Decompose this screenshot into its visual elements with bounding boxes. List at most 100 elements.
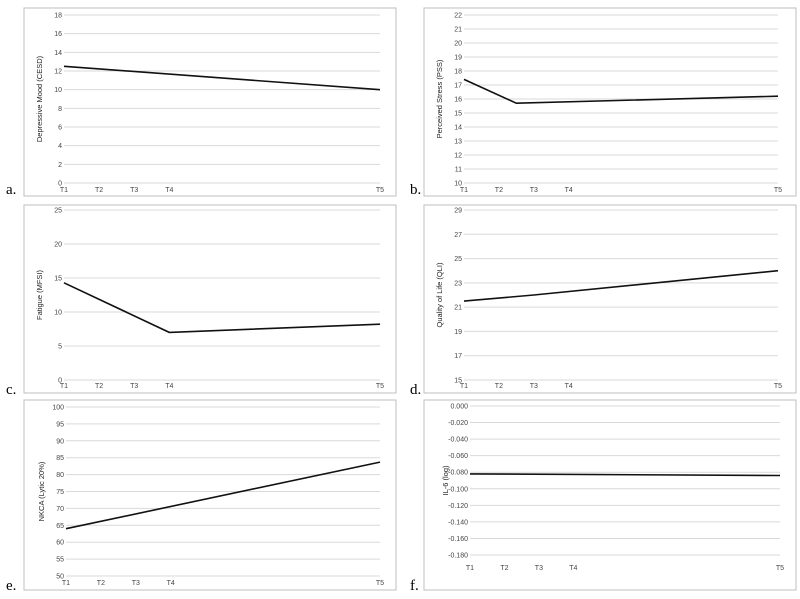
plot-frame	[423, 7, 797, 197]
chart-panel-e: 50 55 60 65 70 75 80 85 90 95 100 T1 T2 T3 T4 T5 NKCA (L…	[0, 399, 400, 599]
series-line	[63, 282, 381, 334]
y-axis-label: IL-6 (log)	[441, 465, 450, 496]
plot-frame	[23, 399, 397, 591]
y-tick-label: 14	[54, 50, 62, 57]
x-tick-label: T4	[165, 383, 173, 390]
y-tick-label: 0	[58, 378, 62, 385]
y-tick-label: 27	[454, 232, 462, 239]
chart-panel-f: 0.000 -0.020 -0.040 -0.060 -0.080 -0.100 -0.12…	[400, 399, 800, 599]
y-tick-label: 100	[52, 405, 64, 412]
y-tick-label: -0.160	[448, 536, 468, 543]
chart-b: 10 11 12 13 14 15 16 17 18 19 20 21 22 T1 T2 T3 T4 T5 Perc…	[423, 7, 797, 197]
x-tick-label: T4	[565, 187, 573, 194]
y-tick-label: 5	[58, 344, 62, 351]
y-tick-label: 18	[54, 13, 62, 20]
panel-label-c: c.	[6, 382, 17, 398]
y-tick-label: 22	[454, 13, 462, 20]
panel-label-b: b.	[410, 182, 422, 198]
y-tick-label: 90	[56, 438, 64, 445]
x-tick-label: T2	[495, 187, 503, 194]
x-tick-label: T3	[130, 383, 138, 390]
y-tick-label: 29	[454, 208, 462, 215]
y-tick-label: 8	[58, 106, 62, 113]
x-tick-label: T3	[530, 383, 538, 390]
y-tick-label: 12	[454, 153, 462, 160]
y-tick-label: 11	[455, 167, 462, 174]
y-tick-label: 10	[454, 181, 462, 188]
x-tick-label: T5	[776, 565, 784, 572]
x-tick-label: T2	[95, 187, 103, 194]
chart-c: 0 5 10 15 20 25 T1 T2 T3 T4 T5 Fatigue (MFSI)	[23, 204, 397, 394]
x-tick-label: T1	[460, 383, 468, 390]
y-tick-label: 17	[454, 353, 462, 360]
y-tick-label: 21	[454, 27, 462, 34]
y-tick-label: 10	[54, 87, 62, 94]
y-tick-label: -0.140	[448, 519, 468, 526]
y-tick-label: 17	[454, 83, 462, 90]
x-tick-label: T2	[500, 565, 508, 572]
panel-label-d: d.	[410, 382, 422, 398]
y-tick-label: 16	[454, 97, 462, 104]
y-tick-label: 70	[56, 506, 64, 513]
panel-label-e: e.	[6, 578, 17, 594]
y-tick-label: 2	[58, 162, 62, 169]
y-tick-label: 15	[454, 378, 462, 385]
x-tick-label: T5	[376, 187, 384, 194]
plot-frame	[23, 7, 397, 197]
plot-frame	[23, 204, 397, 394]
y-tick-label: 4	[58, 143, 62, 150]
x-tick-label: T5	[376, 383, 384, 390]
chart-panel-d: 15 17 19 21 23 25 27 29 T1 T2 T3 T4 T5 Quality of Lif…	[400, 200, 800, 400]
y-axis-label: Depressive Mood (CESD)	[35, 55, 44, 142]
y-tick-label: 14	[454, 125, 462, 132]
y-axis-label: Fatigue (MFSI)	[35, 269, 44, 320]
x-tick-label: T5	[774, 187, 782, 194]
y-tick-label: 16	[54, 31, 62, 38]
x-tick-label: T1	[62, 580, 70, 587]
x-tick-label: T2	[495, 383, 503, 390]
x-tick-label: T3	[535, 565, 543, 572]
x-tick-label: T3	[132, 580, 140, 587]
x-tick-label: T2	[97, 580, 105, 587]
y-tick-label: 18	[454, 69, 462, 76]
series-line	[463, 78, 779, 105]
y-axis-label: Quality of Life (QLI)	[435, 262, 444, 328]
y-tick-label: -0.060	[448, 453, 468, 460]
y-tick-label: 55	[56, 557, 64, 564]
x-tick-label: T1	[60, 383, 68, 390]
x-tick-label: T5	[774, 383, 782, 390]
y-tick-label: -0.040	[448, 437, 468, 444]
y-tick-label: 25	[54, 208, 62, 215]
chart-f: 0.000 -0.020 -0.040 -0.060 -0.080 -0.100 -0.12…	[423, 399, 797, 591]
y-tick-label: 15	[54, 276, 62, 283]
x-tick-label: T4	[569, 565, 577, 572]
x-tick-label: T1	[466, 565, 474, 572]
y-tick-label: 65	[56, 523, 64, 530]
y-tick-label: 75	[56, 489, 64, 496]
y-tick-label: -0.180	[448, 553, 468, 560]
x-tick-label: T4	[167, 580, 175, 587]
x-tick-label: T2	[95, 383, 103, 390]
chart-panel-c: 0 5 10 15 20 25 T1 T2 T3 T4 T5 Fatigue (MFSI) c.	[0, 200, 400, 400]
panel-label-f: f.	[410, 578, 419, 594]
x-tick-label: T4	[565, 383, 573, 390]
y-tick-label: -0.100	[448, 486, 468, 493]
y-tick-label: 13	[454, 139, 462, 146]
series-line	[463, 269, 779, 302]
x-tick-label: T3	[130, 187, 138, 194]
y-tick-label: 20	[54, 242, 62, 249]
y-tick-label: 20	[454, 41, 462, 48]
y-tick-label: 60	[56, 540, 64, 547]
y-tick-label: 10	[54, 310, 62, 317]
y-tick-label: 85	[56, 455, 64, 462]
x-tick-label: T5	[376, 580, 384, 587]
y-tick-label: 80	[56, 472, 64, 479]
y-tick-label: 50	[56, 574, 64, 581]
series-line	[63, 65, 381, 91]
x-tick-label: T1	[460, 187, 468, 194]
chart-e: 50 55 60 65 70 75 80 85 90 95 100 T1 T2 T3 T4 T5 NKCA (L…	[23, 399, 397, 591]
y-tick-label: 21	[454, 305, 462, 312]
chart-d: 15 17 19 21 23 25 27 29 T1 T2 T3 T4 T5 Quality of Lif…	[423, 204, 797, 394]
y-tick-label: 25	[454, 256, 462, 263]
y-tick-label: 23	[454, 280, 462, 287]
